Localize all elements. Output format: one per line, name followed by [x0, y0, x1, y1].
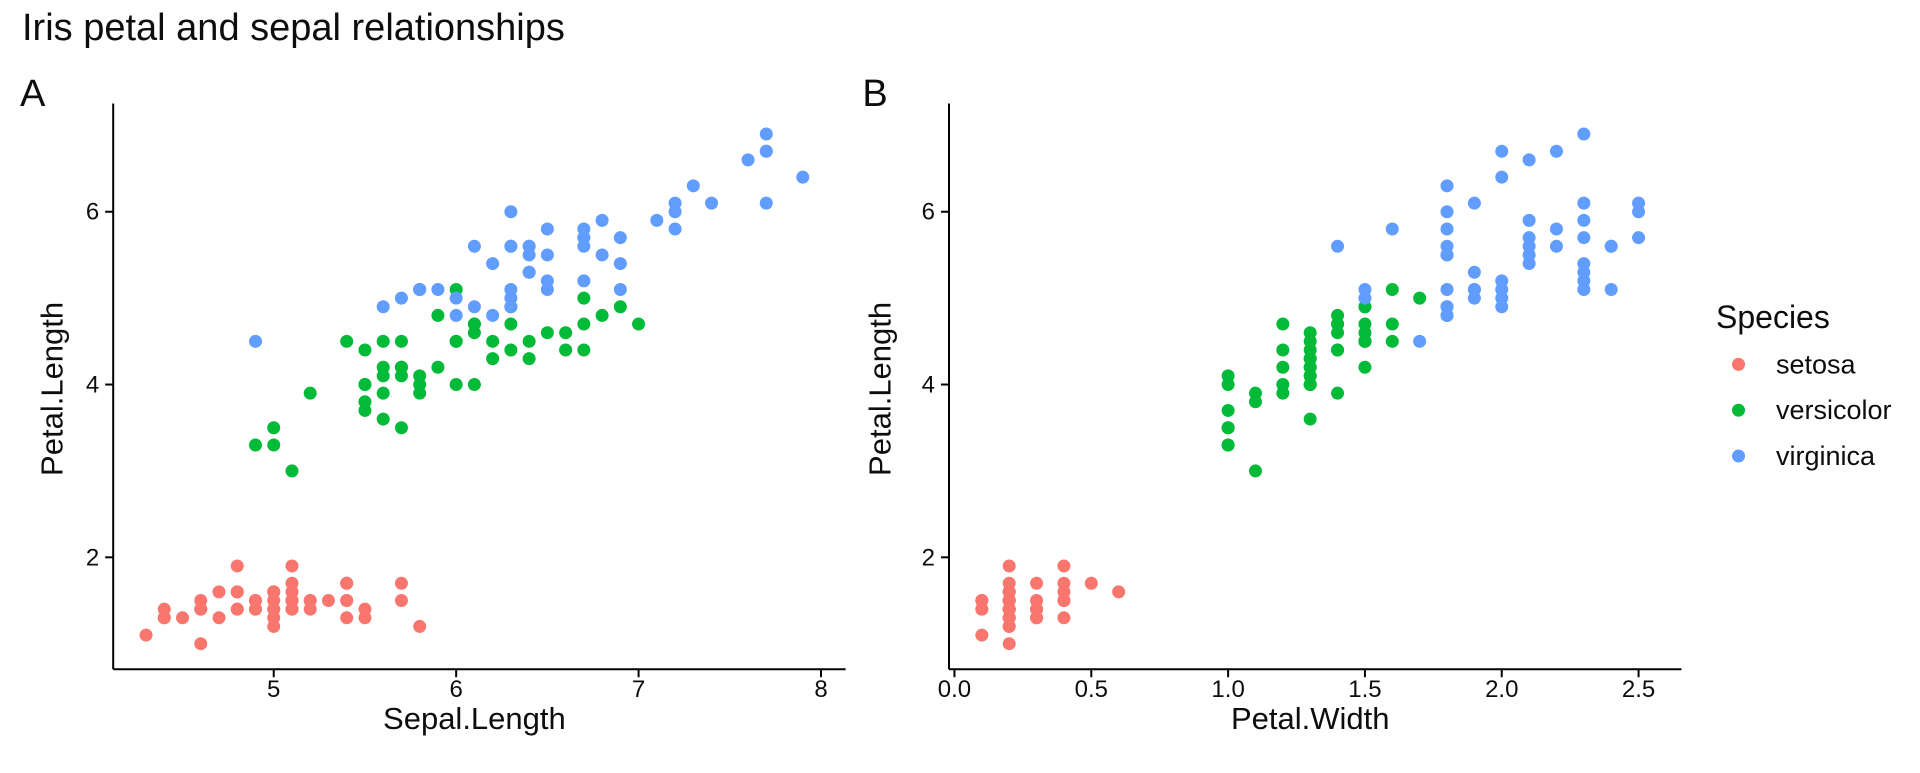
svg-text:6: 6	[922, 199, 935, 226]
svg-text:Petal.Width: Petal.Width	[1231, 701, 1390, 736]
svg-text:0.0: 0.0	[938, 676, 971, 703]
svg-text:versicolor: versicolor	[1776, 395, 1892, 425]
svg-text:2.5: 2.5	[1622, 676, 1655, 703]
svg-text:B: B	[862, 73, 887, 115]
svg-text:4: 4	[922, 372, 935, 399]
svg-text:Iris petal and sepal relations: Iris petal and sepal relationships	[22, 7, 565, 49]
svg-text:7: 7	[632, 676, 645, 703]
svg-text:2: 2	[922, 544, 935, 571]
svg-text:8: 8	[814, 676, 827, 703]
svg-text:1.0: 1.0	[1211, 676, 1244, 703]
svg-text:virginica: virginica	[1776, 441, 1876, 471]
svg-text:5: 5	[267, 676, 280, 703]
svg-text:1.5: 1.5	[1348, 676, 1381, 703]
svg-text:setosa: setosa	[1776, 349, 1857, 379]
svg-text:2.0: 2.0	[1485, 676, 1518, 703]
svg-text:2: 2	[86, 544, 99, 571]
svg-text:Petal.Length: Petal.Length	[35, 302, 70, 476]
svg-text:Petal.Length: Petal.Length	[862, 302, 897, 476]
svg-text:0.5: 0.5	[1075, 676, 1108, 703]
svg-text:6: 6	[449, 676, 462, 703]
svg-text:4: 4	[86, 372, 99, 399]
svg-text:6: 6	[86, 199, 99, 226]
svg-text:A: A	[20, 73, 46, 115]
svg-text:Species: Species	[1716, 299, 1830, 335]
svg-text:Sepal.Length: Sepal.Length	[383, 701, 566, 736]
